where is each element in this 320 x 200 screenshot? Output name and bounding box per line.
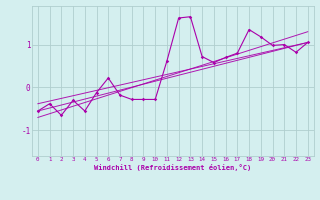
X-axis label: Windchill (Refroidissement éolien,°C): Windchill (Refroidissement éolien,°C) xyxy=(94,164,252,171)
